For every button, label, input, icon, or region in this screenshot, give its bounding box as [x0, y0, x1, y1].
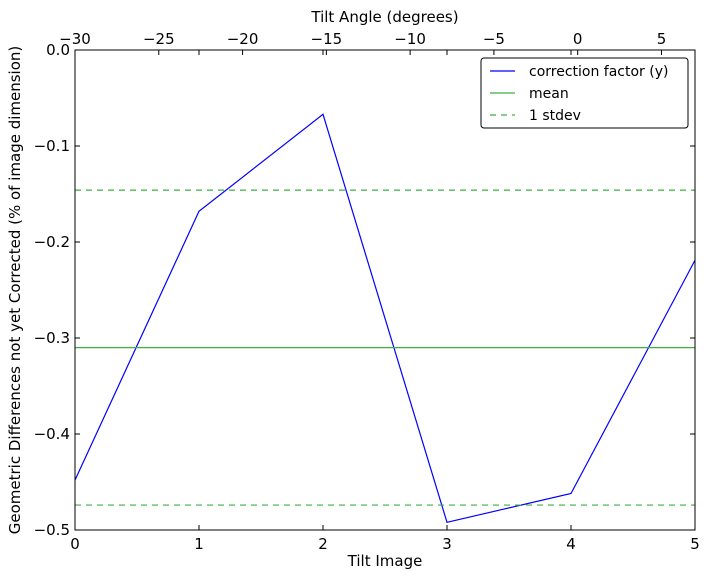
legend-label: 1 stdev: [529, 108, 581, 124]
legend-entries: correction factor (y) mean 1 stdev: [490, 64, 668, 124]
legend: correction factor (y) mean 1 stdev: [480, 57, 689, 129]
top-tick-label: −10: [394, 30, 426, 48]
y-axis-label: Geometric Differences not yet Corrected …: [6, 46, 24, 535]
y-tick-label: −0.1: [34, 137, 70, 155]
y-tick-label: −0.5: [34, 521, 70, 539]
legend-label: correction factor (y): [529, 64, 668, 80]
x-tick-label: 4: [566, 535, 576, 553]
y-tick-label: 0.0: [46, 41, 70, 59]
top-tick-label: 0: [573, 30, 583, 48]
top-tick-label: −20: [227, 30, 259, 48]
x-tick-label: 1: [194, 535, 204, 553]
x-tick-label: 3: [442, 535, 452, 553]
y-tick-label: −0.2: [34, 233, 70, 251]
top-tick-label: 5: [657, 30, 667, 48]
x-axis-label: Tilt Image: [347, 552, 423, 570]
legend-label: mean: [529, 86, 569, 102]
series-line: [74, 113, 696, 524]
ticks-layer: 0 1 2 3 4 5 0.0 −0.1 −0.2 −0.3 −0.4 −0.5 −30 −25 −20 −1…: [34, 30, 700, 553]
x-tick-label: 5: [690, 535, 700, 553]
legend-box: [480, 57, 689, 129]
x-tick-label: 2: [318, 535, 328, 553]
top-tick-label: −15: [311, 30, 343, 48]
plot-frame: [74, 49, 696, 531]
x-tick-label: 0: [70, 535, 80, 553]
top-tick-label: −5: [483, 30, 505, 48]
top-tick-label: −25: [143, 30, 175, 48]
series-layer: [74, 113, 696, 524]
y-tick-label: −0.3: [34, 329, 70, 347]
top-axis-label: Tilt Angle (degrees): [310, 8, 458, 26]
y-tick-label: −0.4: [34, 425, 70, 443]
top-tick-label: −30: [59, 30, 91, 48]
